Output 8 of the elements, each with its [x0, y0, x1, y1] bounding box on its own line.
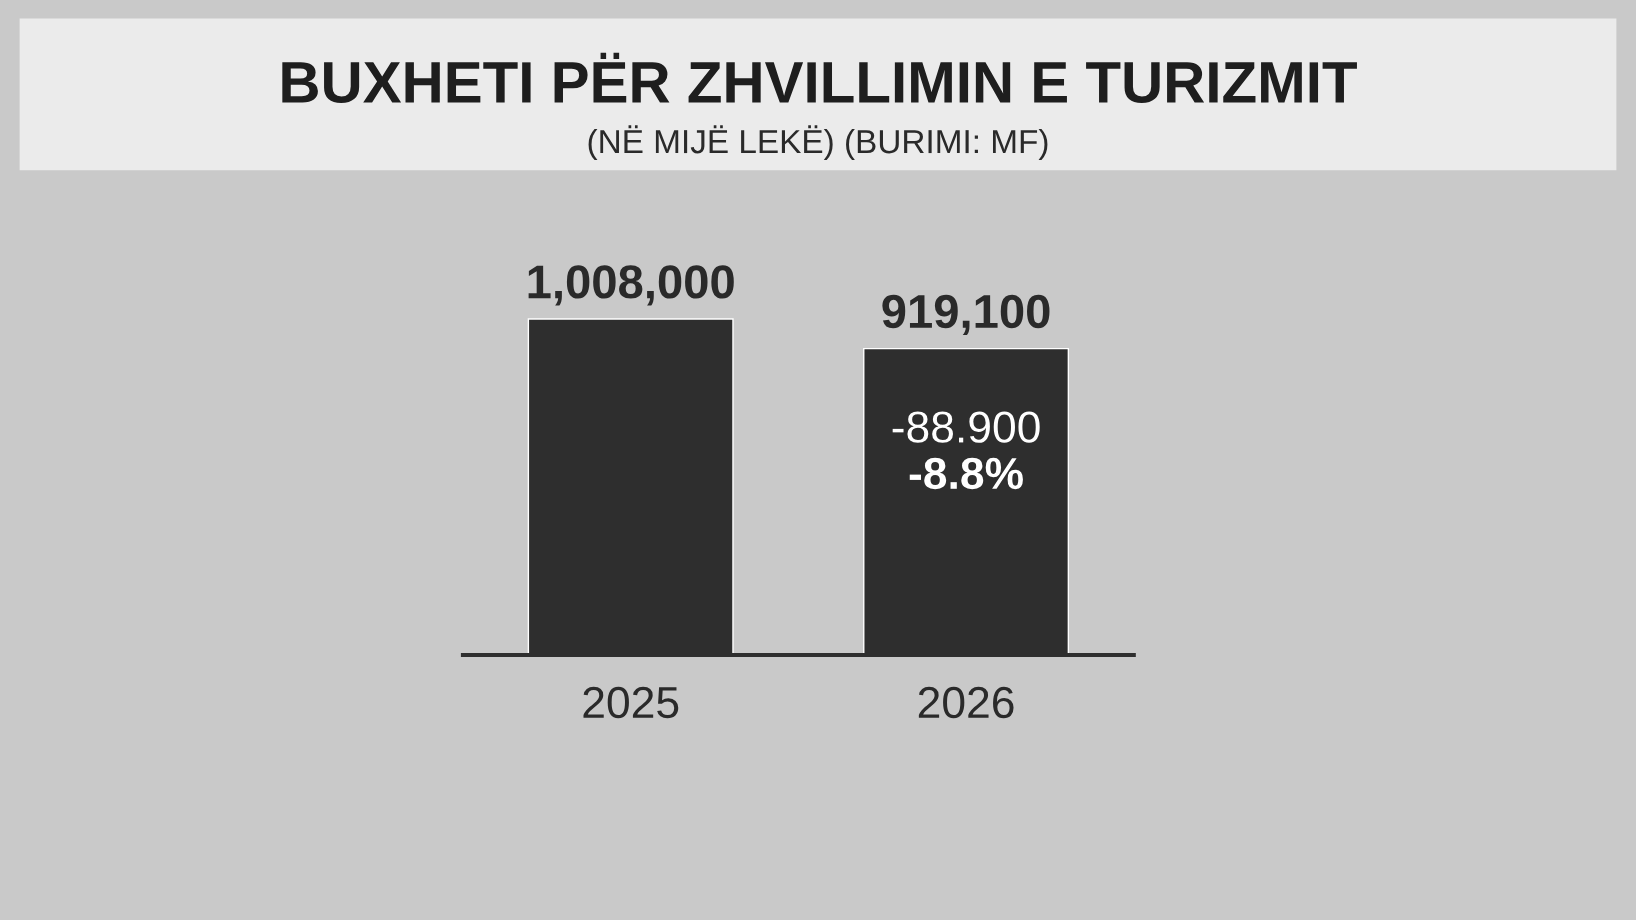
- chart-subtitle: (NË MIJË LEKË) (BURIMI: MF): [588, 125, 1048, 160]
- x-tick-label: 2025: [583, 686, 679, 719]
- annotation: -8.8%: [909, 457, 1023, 490]
- chart-title: BUXHETI PËR ZHVILLIMIN E TURIZMIT: [282, 52, 1357, 104]
- data-label: 1,008,000: [528, 265, 734, 306]
- data-label: 919,100: [882, 294, 1050, 336]
- x-tick-label: 2026: [918, 686, 1014, 719]
- annotation: -88.900: [892, 411, 1040, 443]
